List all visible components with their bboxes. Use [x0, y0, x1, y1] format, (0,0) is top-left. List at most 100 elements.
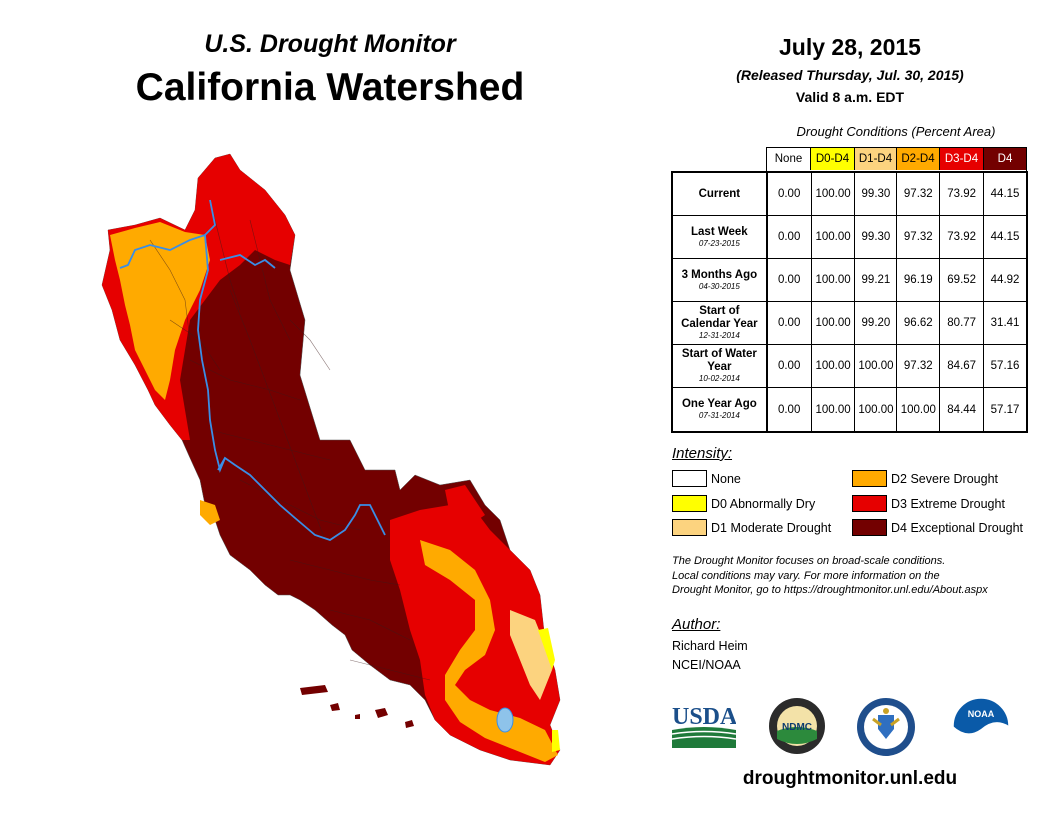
legend-label: None [711, 471, 741, 486]
table-cell: 73.92 [940, 173, 985, 215]
commerce-seal [857, 698, 915, 756]
channel-islands [300, 685, 414, 728]
release-date: (Released Thursday, Jul. 30, 2015) [736, 67, 964, 83]
row-label: Start of Calendar Year 12-31-2014 [673, 302, 768, 344]
map-subtitle: U.S. Drought Monitor [204, 30, 456, 58]
row-label-text: Start of Calendar Year [681, 305, 758, 330]
table-cell: 100.00 [812, 216, 856, 258]
usda-logo: USDA [672, 704, 736, 748]
author-org: NCEI/NOAA [672, 658, 741, 672]
legend-label: D2 Severe Drought [891, 471, 999, 486]
legend-heading: Intensity: [672, 445, 733, 462]
legend-swatch [672, 495, 707, 512]
row-label: One Year Ago 07-31-2014 [673, 388, 768, 431]
legend-swatch [672, 519, 707, 536]
legend-swatch [672, 470, 707, 487]
table-cell: 57.16 [990, 360, 1020, 372]
table-cell: 44.15 [990, 188, 1020, 200]
table-cell: 31.41 [990, 317, 1020, 329]
table-cell: 96.19 [897, 259, 941, 301]
table-cell: 80.77 [940, 302, 985, 344]
website-url: droughtmonitor.unl.edu [742, 768, 958, 789]
ndmc-logo: NDMC [769, 698, 825, 754]
legend-item-d0: D0 Abnormally Dry [672, 495, 815, 512]
table-cell: 97.32 [897, 173, 941, 215]
legend-label: D1 Moderate Drought [711, 520, 832, 535]
table-cell: 0.00 [768, 302, 812, 344]
col-d1-d4: D1-D4 [855, 148, 897, 170]
d1-region [510, 610, 552, 700]
table-cell: 0.00 [768, 173, 812, 215]
legend-swatch [852, 470, 887, 487]
col-d2-d4: D2-D4 [897, 148, 940, 170]
table-cell: 100.00 [855, 388, 898, 431]
author-name: Richard Heim [672, 639, 748, 653]
row-label: 3 Months Ago 04-30-2015 [673, 259, 768, 301]
d2-region-north [110, 222, 210, 400]
table-cell: 100.00 [812, 302, 856, 344]
valid-time: Valid 8 a.m. EDT [795, 89, 905, 105]
legend-item-d3: D3 Extreme Drought [852, 495, 1005, 512]
col-d4: D4 [984, 148, 1026, 170]
table-cell: 99.20 [855, 302, 898, 344]
table-cell: 97.32 [897, 216, 941, 258]
row-label: Last Week 07-23-2015 [673, 216, 768, 258]
disclaimer-note: The Drought Monitor focuses on broad-sca… [672, 554, 1052, 598]
table-cell: 44.15 [990, 231, 1020, 243]
table-cell: 57.17 [990, 403, 1020, 416]
watershed-boundaries [149, 199, 431, 681]
row-date: 07-23-2015 [698, 238, 740, 248]
legend-item-none: None [672, 470, 741, 487]
table-row: One Year Ago 07-31-2014 0.00 100.00 100.00 10… [673, 388, 1026, 431]
table-cell: 0.00 [768, 345, 812, 387]
note-line: Drought Monitor, go to https://droughtmo… [672, 584, 988, 596]
legend-label: D3 Extreme Drought [891, 496, 1005, 511]
table-cell: 99.30 [855, 216, 898, 258]
author-block: Richard Heim NCEI/NOAA [672, 637, 748, 675]
table-cell: 69.52 [940, 259, 985, 301]
table-row: 3 Months Ago 04-30-2015 0.00 100.00 99.21 96.… [673, 259, 1026, 302]
row-label: Start of Water Year 10-02-2014 [673, 345, 768, 387]
row-date: 07-31-2014 [698, 411, 740, 420]
legend-swatch [852, 519, 887, 536]
salton-sea [496, 707, 514, 733]
table-cell: 100.00 [812, 259, 856, 301]
table-row: Current 0.00 100.00 99.30 97.32 73.92 44.15 [673, 173, 1026, 216]
ndmc-logo-text: NDMC [782, 722, 812, 733]
table-cell: 0.00 [768, 259, 812, 301]
note-line: Local conditions may vary. For more info… [672, 569, 940, 582]
row-label-text: Start of Water Year [681, 348, 757, 373]
table-row: Last Week 07-23-2015 0.00 100.00 99.30 97.32 7… [673, 216, 1026, 259]
table-cell: 100.00 [812, 173, 856, 215]
table-row: Start of Calendar Year 12-31-2014 0.00 100.… [673, 302, 1026, 345]
table-header-row: None D0-D4 D1-D4 D2-D4 D3-D4 D4 [766, 147, 1027, 171]
d2-region-south [420, 540, 558, 762]
table-cell: 100.00 [812, 345, 856, 387]
row-date: 04-30-2015 [698, 281, 740, 291]
table-caption: Drought Conditions (Percent Area) [796, 124, 996, 139]
usda-logo-text: USDA [672, 704, 736, 730]
table-cell: 97.32 [897, 345, 941, 387]
note-line: The Drought Monitor focuses on broad-sca… [672, 555, 946, 567]
map-date: July 28, 2015 [779, 34, 921, 60]
col-none: None [767, 148, 811, 170]
col-d3-d4: D3-D4 [940, 148, 984, 170]
map-title: California Watershed [135, 66, 525, 109]
d3-region-east [445, 485, 485, 525]
row-label-text: Current [698, 187, 741, 200]
legend-item-d4: D4 Exceptional Drought [852, 519, 1023, 536]
table-cell: 84.44 [940, 388, 985, 431]
conditions-table: Current 0.00 100.00 99.30 97.32 73.92 44.15 Las… [671, 171, 1028, 433]
table-cell: 44.92 [990, 274, 1020, 286]
legend-item-d2: D2 Severe Drought [852, 470, 998, 487]
table-cell: 100.00 [897, 388, 941, 431]
table-cell: 96.62 [897, 302, 941, 344]
noaa-logo-text: NOAA [968, 709, 995, 719]
table-cell: 0.00 [768, 388, 812, 431]
table-cell: 0.00 [768, 216, 812, 258]
legend-item-d1: D1 Moderate Drought [672, 519, 831, 536]
row-date: 10-02-2014 [698, 374, 740, 383]
legend-swatch [852, 495, 887, 512]
col-d0-d4: D0-D4 [811, 148, 855, 170]
table-cell: 99.21 [855, 259, 898, 301]
